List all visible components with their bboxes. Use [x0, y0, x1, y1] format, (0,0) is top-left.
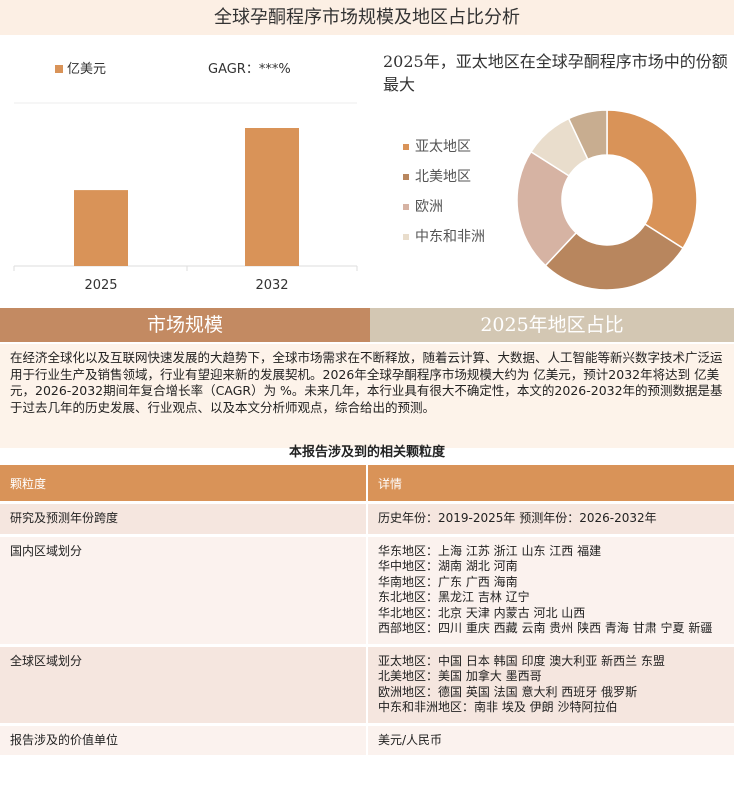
legend-label: 亚太地区	[415, 139, 471, 155]
cell-line: 亚太地区：中国 日本 韩国 印度 澳大利亚 新西兰 东盟	[378, 653, 665, 668]
bar	[245, 128, 299, 266]
legend-swatch	[55, 65, 63, 73]
x-tick-label: 2032	[255, 278, 288, 293]
table: 颗粒度 详情 研究及预测年份跨度 历史年份：2019-2025年 预测年份：202…	[0, 462, 734, 758]
cell-line: 中东和非洲地区：南非 埃及 伊朗 沙特阿拉伯	[378, 700, 618, 714]
table-cell: 全球区域划分	[0, 646, 366, 723]
table-row: 研究及预测年份跨度 历史年份：2019-2025年 预测年份：2026-2032年	[0, 504, 734, 534]
cell-line: 美元/人民币	[378, 732, 443, 747]
legend-label: 欧洲	[415, 199, 443, 215]
legend-label: 北美地区	[415, 169, 471, 185]
section-header: 市场规模	[0, 308, 370, 342]
table-cell: 历史年份：2019-2025年 预测年份：2026-2032年	[366, 504, 734, 534]
legend-label: 中东和非洲	[415, 229, 485, 245]
table-header: 颗粒度	[0, 465, 366, 501]
table-header: 详情	[366, 465, 734, 501]
table-cell: 美元/人民币	[366, 725, 734, 755]
legend-swatch	[403, 174, 409, 180]
cell-line: 北美地区：美国 加拿大 墨西哥	[378, 669, 542, 683]
page-title: 全球孕酮程序市场规模及地区占比分析	[0, 0, 734, 35]
cell-line: 历史年份：2019-2025年 预测年份：2026-2032年	[378, 511, 657, 525]
pie-title: 2025年，亚太地区在全球孕酮程序市场中的份额最大	[383, 52, 728, 94]
cell-line: 西部地区：四川 重庆 西藏 云南 贵州 陕西 青海 甘肃 宁夏 新疆	[378, 621, 713, 635]
cell-line: 华中地区：湖南 湖北 河南	[378, 559, 518, 573]
cell-line: 欧洲地区：德国 英国 法国 意大利 西班牙 俄罗斯	[378, 684, 638, 699]
table-row: 全球区域划分 亚太地区：中国 日本 韩国 印度 澳大利亚 新西兰 东盟 北美地区：美…	[0, 646, 734, 723]
paragraph: 在经济全球化以及互联网快速发展的大趋势下，全球市场需求在不断释放，随着云计算、大…	[0, 344, 734, 448]
table-cell: 国内区域划分	[0, 536, 366, 644]
pie-slice	[606, 109, 698, 250]
legend-item: 欧洲	[403, 197, 495, 217]
legend-label: 亿美元	[67, 62, 106, 77]
table-cell: 亚太地区：中国 日本 韩国 印度 澳大利亚 新西兰 东盟 北美地区：美国 加拿大 …	[366, 646, 734, 723]
pie-slice	[544, 223, 685, 291]
legend-swatch	[403, 204, 409, 210]
legend-item: 中东和非洲	[403, 227, 495, 247]
table-row: 国内区域划分 华东地区：上海 江苏 浙江 山东 江西 福建 华中地区：湖南 湖北 河…	[0, 536, 734, 644]
table-row: 报告涉及的价值单位 美元/人民币	[0, 725, 734, 755]
section-header: 2025年地区占比	[370, 308, 734, 342]
annotation: GAGR：***%	[208, 62, 291, 77]
legend-swatch	[403, 234, 409, 240]
legend-swatch	[403, 144, 409, 150]
legend-item: 北美地区	[403, 167, 495, 187]
table-title: 本报告涉及到的相关颗粒度	[288, 445, 445, 460]
x-tick-label: 2025	[84, 278, 117, 293]
table-cell: 报告涉及的价值单位	[0, 725, 366, 755]
charts: 亿美元 GAGR：***% 2025 2032	[13, 62, 698, 293]
table-cell: 研究及预测年份跨度	[0, 504, 366, 534]
pie-slice	[567, 109, 608, 161]
cell-line: 华北地区：北京 天津 内蒙古 河北 山西	[378, 605, 586, 620]
table-cell: 华东地区：上海 江苏 浙江 山东 江西 福建 华中地区：湖南 湖北 河南 华南地区：…	[366, 536, 734, 644]
bar	[74, 190, 128, 266]
legend-item: 亚太地区	[403, 137, 495, 157]
cell-line: 华南地区：广东 广西 海南	[378, 574, 518, 589]
cell-line: 东北地区：黑龙江 吉林 辽宁	[378, 590, 530, 604]
cell-line: 华东地区：上海 江苏 浙江 山东 江西 福建	[378, 543, 602, 558]
